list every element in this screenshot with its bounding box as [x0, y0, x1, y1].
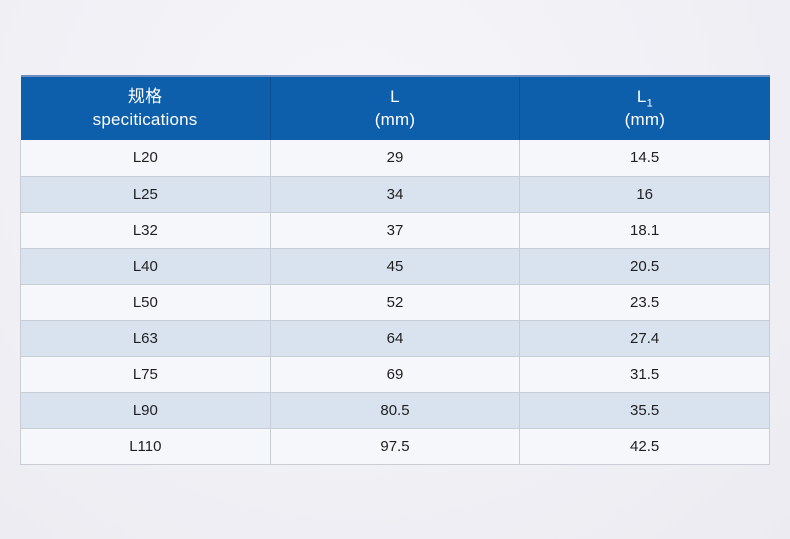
table-row: L40 45 20.5: [20, 248, 770, 285]
cell-l: 69: [269, 356, 521, 393]
header-cell-spec: 规格 specitications: [20, 75, 271, 140]
header-cell-l1: L1 (mm): [519, 75, 770, 140]
spec-table-container: 规格 specitications L (mm) L1 (mm) L20 29 …: [20, 75, 770, 465]
header-spec-zh: 规格: [127, 86, 163, 106]
cell-spec: L63: [20, 320, 271, 357]
cell-l: 34: [269, 176, 521, 213]
header-l1-subscript: 1: [646, 96, 653, 109]
table-row: L50 52 23.5: [20, 284, 770, 321]
cell-l: 80.5: [269, 392, 521, 429]
cell-spec: L50: [20, 284, 271, 321]
cell-spec: L20: [20, 140, 271, 177]
table-row: L110 97.5 42.5: [20, 428, 770, 465]
cell-l: 64: [269, 320, 521, 357]
table-row: L20 29 14.5: [20, 140, 770, 177]
cell-l: 52: [269, 284, 521, 321]
cell-l1: 35.5: [519, 392, 770, 429]
cell-l1: 18.1: [519, 212, 770, 249]
table-row: L25 34 16: [20, 176, 770, 213]
table-row: L32 37 18.1: [20, 212, 770, 249]
cell-spec: L75: [20, 356, 271, 393]
cell-l: 97.5: [269, 428, 521, 465]
header-spec-en: specitications: [92, 109, 198, 129]
table-row: L63 64 27.4: [20, 320, 770, 357]
cell-l1: 16: [519, 176, 770, 213]
header-l1-symbol: L: [636, 86, 647, 106]
header-l1-unit: (mm): [624, 109, 666, 129]
cell-l1: 27.4: [519, 320, 770, 357]
cell-l1: 42.5: [519, 428, 770, 465]
cell-spec: L40: [20, 248, 271, 285]
header-cell-l: L (mm): [269, 75, 520, 140]
cell-l1: 23.5: [519, 284, 770, 321]
spec-table: 规格 specitications L (mm) L1 (mm) L20 29 …: [20, 75, 770, 465]
cell-l: 37: [269, 212, 521, 249]
spec-table-header: 规格 specitications L (mm) L1 (mm): [20, 75, 770, 140]
header-row: 规格 specitications L (mm) L1 (mm): [20, 75, 770, 140]
cell-l1: 31.5: [519, 356, 770, 393]
cell-l: 29: [269, 140, 521, 177]
table-row: L90 80.5 35.5: [20, 392, 770, 429]
spec-table-body: L20 29 14.5 L25 34 16 L32 37 18.1 L40 45…: [20, 140, 770, 465]
cell-l1: 20.5: [519, 248, 770, 285]
header-l-symbol: L: [390, 86, 400, 106]
cell-spec: L110: [20, 428, 271, 465]
table-row: L75 69 31.5: [20, 356, 770, 393]
cell-spec: L90: [20, 392, 271, 429]
cell-spec: L25: [20, 176, 271, 213]
cell-spec: L32: [20, 212, 271, 249]
header-l-unit: (mm): [374, 109, 416, 129]
cell-l: 45: [269, 248, 521, 285]
cell-l1: 14.5: [519, 140, 770, 177]
